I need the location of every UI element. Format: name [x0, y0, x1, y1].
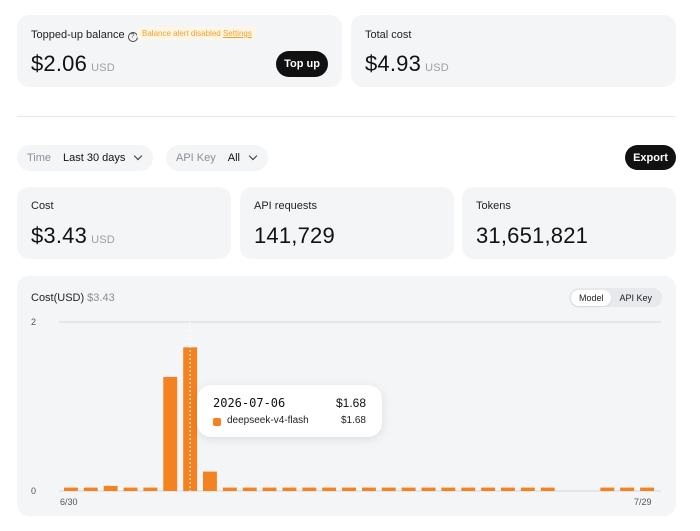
chevron-down-icon: [134, 151, 143, 161]
tooltip-series-swatch: [213, 418, 221, 426]
chart-bar[interactable]: [222, 487, 237, 491]
apikey-filter-select[interactable]: API Key All: [166, 145, 268, 171]
chart-bar[interactable]: [64, 487, 78, 491]
total-cost-amount: $4.93 USD: [365, 51, 449, 76]
chart-bar[interactable]: [620, 487, 635, 491]
chart-bar[interactable]: [103, 485, 118, 491]
tokens-stat-value: 31,651,821: [476, 223, 589, 248]
chart-bar[interactable]: [342, 487, 356, 491]
tooltip-series-value: $1.68: [340, 415, 366, 426]
balance-unit: USD: [91, 62, 115, 74]
top-up-button[interactable]: Top up: [276, 51, 328, 77]
chart-bar[interactable]: [600, 487, 615, 491]
chart-bar[interactable]: [282, 487, 297, 491]
chart-bar[interactable]: [302, 487, 317, 491]
chevron-down-icon: [248, 151, 258, 161]
chart-total: $3.43: [87, 292, 115, 304]
export-button[interactable]: Export: [625, 145, 676, 170]
toggle-model[interactable]: Model: [570, 289, 612, 306]
y-tick-label-max: 2: [31, 317, 36, 327]
toggle-apikey[interactable]: API Key: [619, 292, 652, 303]
balance-amount: $2.06 USD: [31, 51, 115, 76]
cost-stat-unit: USD: [91, 234, 115, 246]
apikey-filter-label: API Key: [176, 152, 216, 164]
tooltip-total: $1.68: [335, 396, 366, 410]
chart-bar[interactable]: [421, 487, 436, 491]
bar-group: [64, 322, 654, 491]
tokens-stat-card: Tokens 31,651,821: [462, 187, 676, 259]
chart-bar[interactable]: [203, 471, 217, 491]
total-cost-card: Total cost $4.93 USD: [351, 15, 676, 87]
chart-bar[interactable]: [501, 487, 515, 491]
cost-stat-value: $3.43 USD: [31, 223, 115, 248]
time-filter-select[interactable]: Time Last 30 days: [17, 145, 154, 171]
chart-bar[interactable]: [520, 487, 535, 491]
cost-stat-card: Cost $3.43 USD: [17, 187, 231, 259]
balance-card: Topped-up balance? Balance alert disable…: [17, 15, 342, 87]
total-cost-unit: USD: [425, 62, 449, 74]
cost-bar-chart: 2 0 6/30 7/29: [31, 317, 661, 507]
tooltip-date: 2026-07-06: [213, 396, 286, 410]
chart-tooltip: 2026-07-06 $1.68 deepseek-v4-flash $1.68: [197, 385, 382, 437]
cost-stat-label: Cost: [31, 200, 54, 212]
section-divider: [17, 116, 676, 117]
chart-bar[interactable]: [242, 487, 257, 491]
tokens-stat-label: Tokens: [476, 200, 511, 212]
balance-alert: Balance alert disabled Settings: [137, 27, 257, 40]
chart-bar[interactable]: [123, 487, 138, 491]
balance-label: Topped-up balance?: [31, 29, 138, 42]
chart-bar[interactable]: [381, 487, 396, 491]
x-tick-label-start: 6/30: [60, 497, 78, 507]
chart-bar[interactable]: [322, 487, 337, 491]
group-by-toggle: Model API Key: [568, 288, 662, 307]
chart-bar[interactable]: [640, 487, 654, 491]
settings-link[interactable]: Settings: [222, 29, 252, 38]
chart-bar[interactable]: [163, 376, 178, 491]
chart-bar[interactable]: [143, 487, 158, 491]
apikey-filter-value: All: [227, 152, 240, 164]
chart-bar[interactable]: [461, 487, 476, 491]
y-tick-label-min: 0: [31, 486, 36, 496]
requests-stat-label: API requests: [254, 200, 317, 212]
requests-stat-value: 141,729: [254, 223, 335, 248]
chart-bar[interactable]: [401, 487, 416, 491]
time-filter-value: Last 30 days: [63, 152, 126, 164]
time-filter-label: Time: [27, 152, 52, 164]
chart-bar[interactable]: [362, 487, 376, 491]
chart-bar[interactable]: [481, 487, 496, 491]
chart-bar[interactable]: [540, 487, 555, 491]
x-tick-label-end: 7/29: [634, 497, 652, 507]
tooltip-series-name: deepseek-v4-flash: [227, 415, 309, 426]
chart-bar[interactable]: [262, 487, 277, 491]
chart-title: Cost(USD) $3.43: [31, 292, 115, 304]
chart-bar[interactable]: [441, 487, 456, 491]
requests-stat-card: API requests 141,729: [240, 187, 454, 259]
total-cost-label: Total cost: [365, 29, 412, 41]
chart-bar[interactable]: [83, 487, 98, 491]
